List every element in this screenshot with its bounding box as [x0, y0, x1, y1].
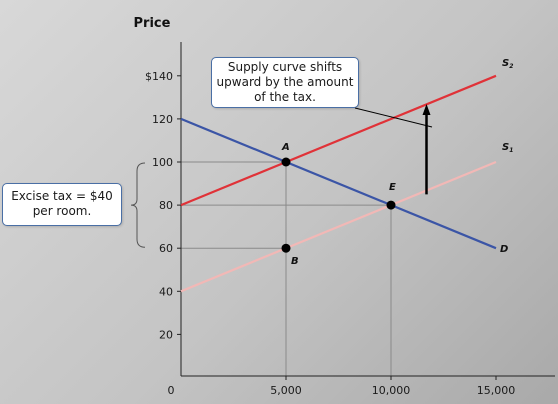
point-label-a: A — [281, 142, 290, 153]
y-tick-label: 120 — [152, 113, 173, 126]
ticks: 20 40 60 80 100 120 $140 0 5,000 10,000 15,000 — [145, 70, 515, 397]
curve-d — [180, 117, 497, 250]
point-a — [281, 157, 291, 167]
x-tick-label: 10,000 — [372, 384, 411, 397]
curve-label-s1: S1 — [502, 142, 513, 154]
axes: Price — [134, 16, 555, 377]
y-tick-label: $140 — [145, 70, 173, 83]
curve-label-s2: S2 — [502, 58, 513, 70]
tax-brace — [130, 162, 146, 248]
callout-leader-line — [354, 107, 433, 128]
excise-tax-text: Excise tax = $40 per room. — [11, 189, 113, 218]
point-label-b: B — [291, 256, 299, 267]
curves: D S1 S2 — [180, 58, 513, 293]
x-tick-label: 0 — [168, 384, 175, 397]
point-b — [281, 243, 291, 253]
y-tick-label: 40 — [159, 285, 173, 298]
y-tick-label: 80 — [159, 199, 173, 212]
x-tick-label: 15,000 — [477, 384, 516, 397]
y-tick-label: 20 — [159, 328, 173, 341]
supply-shift-callout: Supply curve shifts upward by the amount… — [211, 57, 359, 108]
y-tick-label: 100 — [152, 156, 173, 169]
x-tick-label: 5,000 — [270, 384, 302, 397]
shift-arrow-head — [422, 103, 431, 115]
supply-shift-text: Supply curve shifts upward by the amount… — [216, 60, 354, 104]
excise-tax-callout: Excise tax = $40 per room. — [2, 183, 122, 226]
y-axis-title: Price — [134, 16, 171, 31]
guide-lines — [181, 161, 392, 378]
curve-s2 — [180, 74, 497, 207]
curve-label-d: D — [500, 244, 508, 255]
point-e — [386, 200, 396, 210]
annotations-layer — [130, 103, 433, 248]
curve-s1 — [180, 160, 497, 293]
point-label-e: E — [389, 182, 396, 193]
point-markers: A B E — [281, 142, 396, 267]
y-tick-label: 60 — [159, 242, 173, 255]
